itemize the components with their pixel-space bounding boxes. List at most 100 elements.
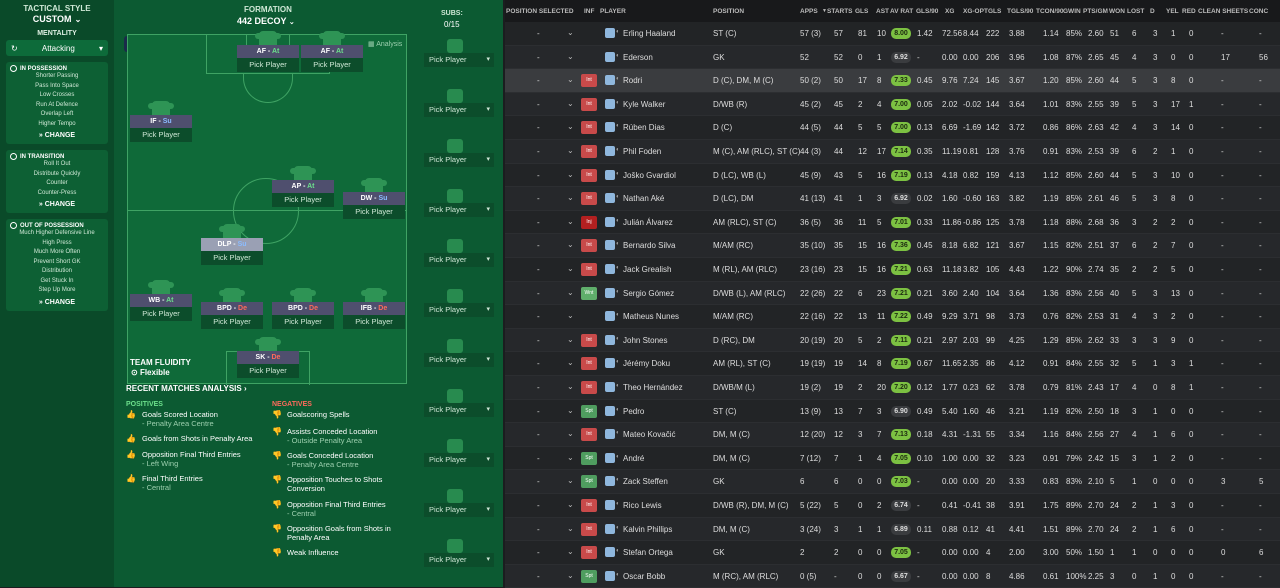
pick-player-button[interactable]: Pick Player: [301, 58, 363, 72]
role-label[interactable]: IF - Su: [130, 115, 192, 128]
table-row[interactable]: - ⌄ Int ◐ 7.00 Kyle Walker D/WB (R) 45 (2) 45 2 4 0…: [505, 92, 1280, 117]
position-selected-value[interactable]: -: [537, 265, 540, 274]
player-name[interactable]: Ederson: [623, 52, 653, 62]
chevron-down-icon[interactable]: ⌄: [567, 429, 574, 439]
chevron-down-icon[interactable]: ⌄: [567, 334, 574, 344]
table-row[interactable]: - ⌄ Int ◐ 7.00 Rúben Dias D (C) 44 (5) 44 5 5 0.13 6…: [505, 116, 1280, 140]
chevron-down-icon[interactable]: ⌄: [567, 51, 574, 61]
column-header[interactable]: LOST: [1127, 8, 1145, 15]
table-row[interactable]: - ⌄ Spt ◐ 6.67 Oscar Bobb M (RC), AM (RLC) 0 (5…: [505, 564, 1280, 588]
position-slot[interactable]: DLP - Su Pick Player: [201, 224, 263, 268]
position-slot[interactable]: DW - Su Pick Player: [343, 178, 405, 222]
table-row[interactable]: - ⌄ Spt ◐ 6.90 Pedro ST (C) 13 (9) 13 7 3 0.49 5.40 1…: [505, 400, 1280, 424]
chevron-down-icon[interactable]: ⌄: [567, 311, 574, 321]
pick-player-button[interactable]: Pick Player: [130, 128, 192, 142]
chevron-down-icon[interactable]: ⌄: [567, 169, 574, 179]
column-header[interactable]: POSITION: [713, 8, 745, 15]
position-selected-value[interactable]: -: [537, 335, 540, 345]
player-name[interactable]: Rodri: [623, 76, 643, 86]
mentality-dropdown[interactable]: ↻ Attacking ▾: [6, 40, 108, 56]
chevron-down-icon[interactable]: ⌄: [567, 358, 574, 368]
player-name[interactable]: John Stones: [623, 335, 668, 345]
pick-player-button[interactable]: Pick Player: [201, 315, 263, 329]
sub-pick-player-button[interactable]: Pick Player: [424, 453, 494, 467]
column-header[interactable]: D: [1150, 8, 1155, 15]
position-slot[interactable]: BPD - De Pick Player: [201, 288, 263, 332]
position-selected-value[interactable]: -: [537, 52, 540, 62]
position-selected-value[interactable]: -: [537, 406, 540, 416]
position-slot[interactable]: IFB - De Pick Player: [343, 288, 405, 332]
column-header[interactable]: AST: [876, 8, 889, 15]
sub-pick-player-button[interactable]: Pick Player: [424, 253, 494, 267]
analysis-toggle[interactable]: ▦ Analysis: [368, 40, 402, 48]
team-fluidity-value[interactable]: ⊙ Flexible: [131, 368, 170, 377]
sub-pick-player-button[interactable]: Pick Player: [424, 203, 494, 217]
player-name[interactable]: Zack Steffen: [623, 477, 668, 487]
position-selected-value[interactable]: -: [537, 123, 540, 133]
player-name[interactable]: Joško Gvardiol: [623, 170, 676, 180]
column-header[interactable]: RED: [1182, 8, 1196, 15]
table-row[interactable]: - ⌄ Int ◐ 7.33 Rodri D (C), DM, M (C) 50 (2) 50 1…: [505, 69, 1280, 93]
column-header[interactable]: YEL: [1166, 8, 1179, 15]
negative-item[interactable]: Goalscoring Spells: [287, 410, 412, 419]
position-slot[interactable]: AP - At Pick Player: [272, 166, 334, 210]
position-slot[interactable]: WB - At Pick Player: [130, 280, 192, 324]
tactical-style-dropdown[interactable]: CUSTOM ⌄: [6, 14, 108, 24]
table-row[interactable]: - ⌄ Inj ◐ 7.01 Julián Álvarez AM (RLC), ST (C)…: [505, 211, 1280, 235]
positive-item[interactable]: Goals Scored Location - Penalty Area Cent…: [142, 410, 272, 428]
player-name[interactable]: Phil Foden: [623, 147, 662, 156]
position-selected-value[interactable]: -: [537, 217, 540, 227]
chevron-down-icon[interactable]: ⌄: [567, 476, 574, 486]
pick-player-button[interactable]: Pick Player: [343, 205, 405, 219]
table-row[interactable]: - ⌄ Wnt ◐ 7.21 Sergio Gómez D/WB (L), AM (RLC)…: [505, 281, 1280, 306]
negative-item[interactable]: Opposition Final Third Entries - Central: [287, 500, 412, 518]
chevron-down-icon[interactable]: ⌄: [567, 122, 574, 132]
position-selected-value[interactable]: -: [537, 170, 540, 180]
chevron-down-icon[interactable]: ⌄: [567, 264, 574, 273]
column-header[interactable]: PLAYER: [600, 8, 626, 15]
chevron-down-icon[interactable]: ⌄: [567, 382, 574, 391]
sub-pick-player-button[interactable]: Pick Player: [424, 53, 494, 67]
chevron-down-icon[interactable]: ⌄: [567, 287, 574, 297]
player-name[interactable]: Julián Álvarez: [623, 217, 673, 227]
role-label[interactable]: AF - At: [237, 45, 299, 58]
player-name[interactable]: Rúben Dias: [623, 123, 665, 133]
player-name[interactable]: Jérémy Doku: [623, 359, 671, 369]
table-row[interactable]: - ⌄ Int ◐ 7.05 Stefan Ortega GK 2 2 0 0 - 0.00 0.00 4 2…: [505, 541, 1280, 565]
column-header[interactable]: INF: [584, 8, 595, 15]
table-row[interactable]: - ⌄ Int ◐ 6.89 Kalvin Phillips DM, M (C) 3 (24)…: [505, 517, 1280, 542]
player-name[interactable]: Erling Haaland: [623, 29, 676, 38]
pick-player-button[interactable]: Pick Player: [272, 193, 334, 207]
position-selected-value[interactable]: -: [537, 571, 540, 581]
table-row[interactable]: - ⌄ ◐ 7.22 Matheus Nunes M/AM (RC) 22 (16) 22 13…: [505, 305, 1280, 329]
position-selected-value[interactable]: -: [537, 501, 540, 510]
position-selected-value[interactable]: -: [537, 29, 540, 38]
position-selected-value[interactable]: -: [537, 383, 540, 392]
pick-player-button[interactable]: Pick Player: [201, 251, 263, 265]
position-selected-value[interactable]: -: [537, 359, 540, 369]
player-name[interactable]: Pedro: [623, 406, 645, 416]
player-name[interactable]: Bernardo Silva: [623, 241, 676, 251]
column-header[interactable]: CLEAN SHEETS: [1198, 8, 1249, 15]
in-transition-change-button[interactable]: » CHANGE: [38, 201, 76, 208]
position-selected-value[interactable]: -: [537, 147, 540, 156]
role-label[interactable]: DLP - Su: [201, 238, 263, 251]
column-header[interactable]: XG: [945, 8, 955, 15]
column-header[interactable]: POSITION SELECTED: [506, 8, 574, 15]
chevron-down-icon[interactable]: ⌄: [567, 523, 574, 533]
player-name[interactable]: Sergio Gómez: [623, 288, 675, 298]
table-row[interactable]: - ⌄ Int ◐ 7.13 Mateo Kovačić DM, M (C) 12 (20) 1…: [505, 423, 1280, 447]
column-header[interactable]: GLS/90: [916, 8, 939, 15]
column-header[interactable]: APPS: [800, 8, 818, 15]
negative-item[interactable]: Goals Conceded Location - Penalty Area Ce…: [287, 451, 412, 469]
table-row[interactable]: - ⌄ Int ◐ 6.92 Nathan Aké D (LC), DM 41 (13) 41 1…: [505, 187, 1280, 211]
column-header[interactable]: WON: [1109, 8, 1125, 15]
out-of-possession-change-button[interactable]: » CHANGE: [38, 298, 76, 306]
table-row[interactable]: - ⌄ Int ◐ 7.11 John Stones D (RC), DM 20 (19) 20…: [505, 328, 1280, 353]
column-header[interactable]: PTS/GM: [1083, 8, 1108, 15]
player-name[interactable]: André: [623, 453, 645, 463]
positive-item[interactable]: Final Third Entries - Central: [142, 474, 272, 492]
table-row[interactable]: - ⌄ Int ◐ 7.20 Theo Hernández D/WB/M (L) 19 (2)…: [505, 376, 1280, 400]
position-selected-value[interactable]: -: [537, 548, 540, 558]
positive-item[interactable]: Opposition Final Third Entries - Left Win…: [142, 450, 272, 468]
